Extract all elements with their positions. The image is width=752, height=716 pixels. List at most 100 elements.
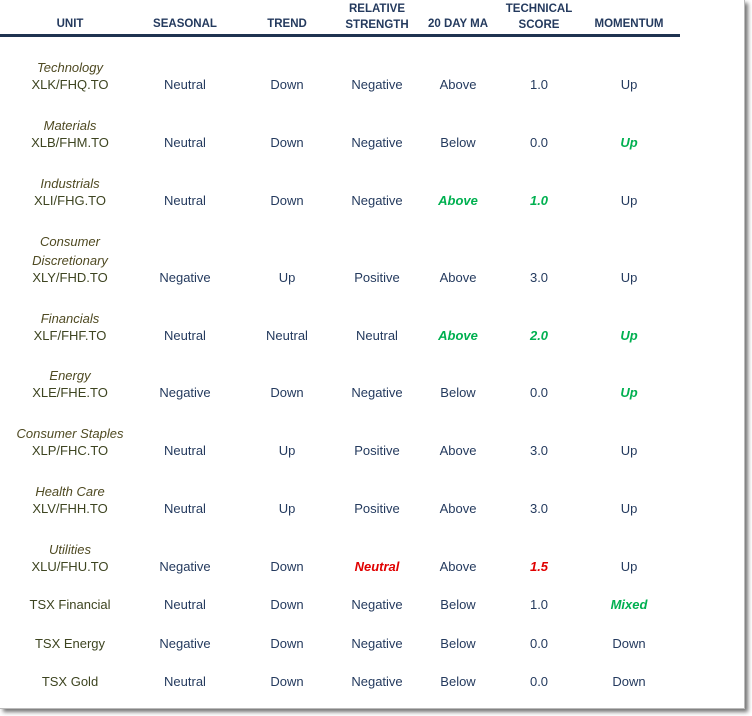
trend-cell: Up <box>278 270 296 285</box>
ma20-cell: Below <box>440 674 476 689</box>
technical-score-cell: 3.0 <box>529 270 549 285</box>
sector-category-label: Utilities <box>49 542 91 557</box>
header-ma20: 20 DAY MA <box>427 18 489 30</box>
unit-cell: XLV/FHH.TO <box>32 501 108 516</box>
seasonal-cell: Negative <box>159 385 211 400</box>
trend-cell: Up <box>278 501 296 516</box>
relative-strength-cell: Positive <box>354 443 400 458</box>
momentum-cell: Down <box>612 674 646 689</box>
seasonal-cell: Neutral <box>164 193 206 208</box>
momentum-cell: Up <box>620 193 638 208</box>
seasonal-cell: Neutral <box>164 328 206 343</box>
unit-cell: XLF/FHF.TO <box>33 328 107 343</box>
unit-cell: XLK/FHQ.TO <box>31 77 109 92</box>
sector-category-label: Consumer Discretionary <box>32 234 108 268</box>
technical-score-cell: 3.0 <box>529 501 549 516</box>
header-rule <box>0 34 680 37</box>
relative-strength-cell: Negative <box>351 135 403 150</box>
momentum-cell: Mixed <box>610 597 648 612</box>
header-technical-score: TECHNICAL SCORE <box>505 3 573 31</box>
unit-cell: TSX Gold <box>41 674 99 689</box>
technical-score-cell: 0.0 <box>529 674 549 689</box>
seasonal-cell: Neutral <box>164 501 206 516</box>
sector-category-label: Materials <box>43 118 97 133</box>
seasonal-cell: Neutral <box>164 597 206 612</box>
relative-strength-cell: Neutral <box>354 559 400 574</box>
unit-cell: TSX Financial <box>29 597 111 612</box>
ma20-cell: Above <box>438 328 478 343</box>
technical-score-cell: 0.0 <box>529 385 549 400</box>
relative-strength-cell: Positive <box>354 270 400 285</box>
technical-score-cell: 1.0 <box>529 193 549 208</box>
ma20-cell: Below <box>440 636 476 651</box>
sector-category-label: Industrials <box>40 176 100 191</box>
momentum-cell: Up <box>620 328 638 343</box>
momentum-cell: Up <box>620 501 638 516</box>
momentum-cell: Up <box>620 559 638 574</box>
trend-cell: Down <box>270 674 304 689</box>
ma20-cell: Below <box>440 597 476 612</box>
sector-category-label: Financials <box>40 311 100 326</box>
relative-strength-cell: Positive <box>354 501 400 516</box>
seasonal-cell: Neutral <box>164 77 206 92</box>
momentum-cell: Down <box>612 636 646 651</box>
seasonal-cell: Negative <box>159 636 211 651</box>
seasonal-cell: Negative <box>159 270 211 285</box>
trend-cell: Down <box>270 636 304 651</box>
ma20-cell: Above <box>439 270 477 285</box>
header-trend: TREND <box>267 18 307 30</box>
seasonal-cell: Neutral <box>164 674 206 689</box>
momentum-cell: Up <box>620 77 638 92</box>
header-seasonal: SEASONAL <box>153 18 217 30</box>
unit-cell: TSX Energy <box>34 636 106 651</box>
sector-category-label: Energy <box>49 368 91 383</box>
relative-strength-cell: Negative <box>351 674 403 689</box>
seasonal-cell: Negative <box>159 559 211 574</box>
unit-cell: XLP/FHC.TO <box>31 443 109 458</box>
technical-score-cell: 3.0 <box>529 443 549 458</box>
unit-cell: XLU/FHU.TO <box>31 559 109 574</box>
seasonal-cell: Neutral <box>164 135 206 150</box>
trend-cell: Down <box>270 77 304 92</box>
header-unit: UNIT <box>56 18 84 30</box>
momentum-cell: Up <box>620 443 638 458</box>
relative-strength-cell: Negative <box>351 597 403 612</box>
unit-cell: XLY/FHD.TO <box>32 270 108 285</box>
trend-cell: Down <box>270 559 304 574</box>
technical-score-cell: 1.0 <box>529 77 549 92</box>
technical-score-cell: 2.0 <box>529 328 549 343</box>
relative-strength-cell: Negative <box>351 77 403 92</box>
unit-cell: XLB/FHM.TO <box>31 135 109 150</box>
ma20-cell: Above <box>439 559 477 574</box>
header-relative-strength: RELATIVE STRENGTH <box>345 3 409 31</box>
technical-score-cell: 1.0 <box>529 597 549 612</box>
momentum-cell: Up <box>620 270 638 285</box>
trend-cell: Down <box>270 597 304 612</box>
ma20-cell: Below <box>440 135 476 150</box>
sector-category-label: Health Care <box>35 484 105 499</box>
ma20-cell: Above <box>439 77 477 92</box>
sector-category-label: Technology <box>36 60 104 75</box>
trend-cell: Neutral <box>266 328 308 343</box>
trend-cell: Down <box>270 193 304 208</box>
ma20-cell: Above <box>438 193 478 208</box>
unit-cell: XLI/FHG.TO <box>34 193 106 208</box>
trend-cell: Down <box>270 135 304 150</box>
unit-cell: XLE/FHE.TO <box>32 385 108 400</box>
relative-strength-cell: Neutral <box>356 328 398 343</box>
ma20-cell: Above <box>439 443 477 458</box>
momentum-cell: Up <box>620 385 638 400</box>
relative-strength-cell: Negative <box>351 385 403 400</box>
trend-cell: Up <box>278 443 296 458</box>
sector-category-label: Consumer Staples <box>16 426 124 441</box>
ma20-cell: Below <box>440 385 476 400</box>
ma20-cell: Above <box>439 501 477 516</box>
momentum-cell: Up <box>620 135 638 150</box>
technical-score-cell: 1.5 <box>529 559 549 574</box>
relative-strength-cell: Negative <box>351 193 403 208</box>
technical-score-cell: 0.0 <box>529 636 549 651</box>
trend-cell: Down <box>270 385 304 400</box>
header-momentum: MOMENTUM <box>594 18 664 30</box>
seasonal-cell: Neutral <box>164 443 206 458</box>
